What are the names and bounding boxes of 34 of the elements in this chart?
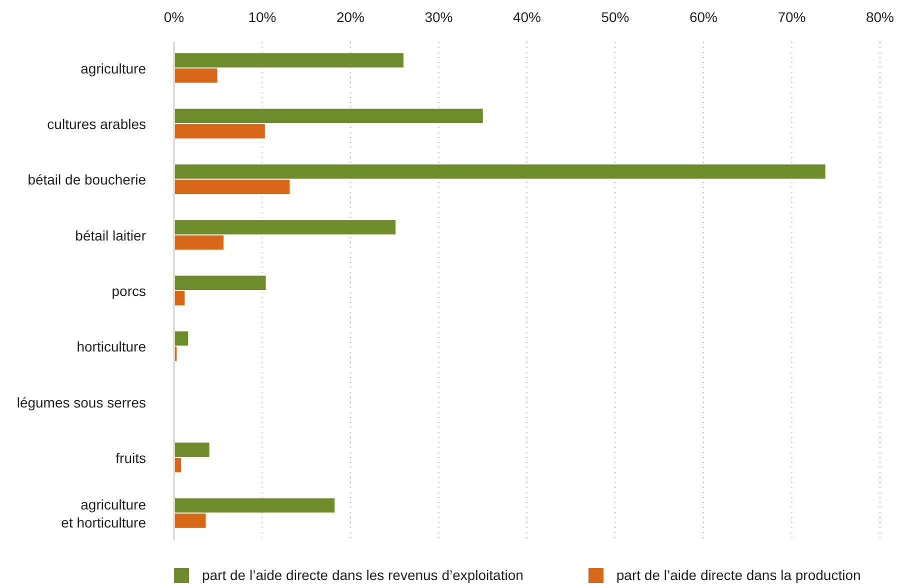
bar xyxy=(174,124,265,138)
y-tick-label: porcs xyxy=(112,283,146,299)
bar xyxy=(174,53,404,68)
y-tick-label: agriculture et horticulture xyxy=(61,496,146,531)
y-tick-label: bétail de boucherie xyxy=(28,172,146,188)
y-tick-label: agriculture xyxy=(80,60,146,76)
y-tick-label: fruits xyxy=(116,450,146,466)
x-tick-label: 10% xyxy=(248,9,276,25)
y-tick-label: légumes sous serres xyxy=(16,394,146,410)
y-tick-label: horticulture xyxy=(76,338,146,355)
bar xyxy=(174,68,218,83)
bar xyxy=(174,108,483,124)
x-tick-label: 70% xyxy=(778,9,806,25)
x-tick-label: 30% xyxy=(424,9,453,25)
bar xyxy=(174,331,188,346)
x-tick-label: 0% xyxy=(164,9,184,25)
legend-label: part de l’aide directe dans la production xyxy=(616,567,861,583)
y-tick-label: cultures arables xyxy=(47,116,146,132)
bar xyxy=(174,220,396,234)
x-tick-label: 40% xyxy=(512,9,542,25)
bar xyxy=(174,180,290,194)
legend-label: part de l’aide directe dans les revenus d’exploitation xyxy=(202,567,524,583)
bar xyxy=(174,276,266,290)
bar xyxy=(174,442,210,457)
bar xyxy=(174,514,206,528)
y-tick-label: bétail laitier xyxy=(75,227,146,244)
bar xyxy=(174,235,224,250)
x-tick-label: 50% xyxy=(601,9,630,25)
bar xyxy=(174,164,826,179)
x-tick-label: 60% xyxy=(689,9,718,25)
x-tick-label: 80% xyxy=(866,9,894,25)
x-tick-label: 20% xyxy=(336,9,365,25)
bar xyxy=(174,498,335,513)
bar xyxy=(174,291,185,306)
